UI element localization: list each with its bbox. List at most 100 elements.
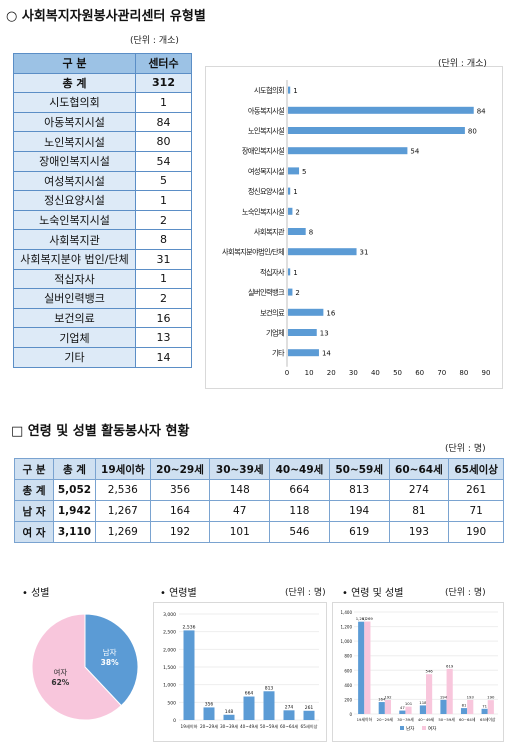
type-table-row: 시도협의회 1 [13, 92, 192, 113]
x-tick-label: 19세이하 [181, 723, 198, 730]
row-label: 남 자 [14, 500, 54, 522]
bar [288, 248, 357, 256]
age-table-header-cell: 30~39세 [209, 458, 271, 480]
y-tick-label: 1,500 [163, 665, 176, 671]
x-tick-label: 30~39세 [397, 717, 414, 722]
legend-label: 남자 [406, 725, 415, 732]
category-label: 사회복지분야법인/단체 [222, 248, 284, 257]
category-label: 정신요양시설 [248, 187, 284, 196]
age-table-cell: 356 [149, 479, 211, 501]
data-label: 118 [419, 700, 427, 705]
data-label: 1 [293, 87, 297, 95]
y-tick-label: 600 [344, 668, 352, 673]
bar [288, 207, 293, 215]
age-table-header-cell: 19세이하 [94, 458, 151, 480]
data-label: 1 [293, 269, 297, 277]
category-label: 기업체 [266, 329, 284, 338]
legend-swatch [422, 726, 426, 730]
type-count: 13 [135, 327, 192, 348]
data-label: 664 [245, 691, 254, 697]
type-table-row: 노숙인복지시설 2 [13, 209, 192, 231]
agegender-title: • 연령 및 성별 [342, 588, 404, 599]
bar [288, 288, 293, 296]
type-name: 정신요양시설 [13, 190, 136, 211]
bar-female [487, 700, 494, 714]
data-label: 5 [302, 168, 306, 176]
data-label: 47 [400, 705, 405, 710]
bar [288, 106, 474, 114]
x-tick-label: 60 [415, 369, 424, 377]
bar-female [364, 621, 371, 714]
bar-male [378, 702, 385, 714]
total-label: 총 계 [13, 72, 136, 94]
age-table-cell: 101 [209, 521, 271, 543]
age-bar-chart: 0 500 1,000 1,500 2,000 2,500 3,000 2,536 19세이하 3… [163, 612, 319, 730]
age-table-cell: 194 [328, 500, 390, 522]
data-label: 1,269 [362, 616, 373, 621]
data-label: 164 [378, 697, 386, 702]
x-tick-label: 65세이상 [480, 717, 496, 722]
bar-female [384, 700, 392, 714]
bar [243, 696, 255, 720]
type-name: 실버인력뱅크 [13, 288, 136, 309]
header-count: 센터수 [135, 53, 192, 74]
header-category: 구 분 [13, 53, 136, 74]
data-label: 2 [295, 289, 299, 297]
x-tick-label: 70 [437, 369, 446, 377]
bar [288, 308, 324, 316]
pie-slice [31, 613, 122, 721]
age-table-cell: 1,267 [94, 500, 151, 522]
pie-value-label: 62% [51, 678, 69, 687]
type-count: 8 [135, 229, 192, 250]
data-label: 2 [295, 208, 299, 216]
age-table-cell: 192 [149, 521, 211, 543]
data-label: 193 [467, 694, 475, 699]
x-tick-label: 90 [482, 369, 491, 377]
age-table-cell: 664 [269, 479, 330, 501]
type-name: 기타 [13, 346, 136, 368]
category-label: 장애인복지시설 [242, 147, 284, 156]
x-tick-label: 10 [305, 369, 314, 377]
type-table-row: 사회복지관 8 [13, 229, 192, 250]
y-tick-label: 0 [173, 718, 176, 724]
x-tick-label: 60~64세 [459, 717, 476, 722]
bar [288, 187, 291, 195]
x-tick-label: 40 [371, 369, 380, 377]
bar-male [440, 699, 447, 714]
age-table-cell: 5,052 [53, 479, 96, 501]
data-label: 84 [477, 107, 486, 115]
bar-female [446, 668, 453, 714]
bar [288, 147, 408, 155]
age-table-cell: 2,536 [94, 479, 151, 501]
bar [288, 127, 465, 134]
age-table-cell: 261 [448, 479, 504, 501]
age-table-cell: 3,110 [53, 521, 96, 543]
age-table-cell: 546 [269, 521, 330, 543]
type-name: 보건의료 [13, 307, 136, 329]
type-name: 노인복지시설 [13, 131, 136, 152]
pie-label: 여자 [53, 667, 67, 677]
x-tick-label: 50 [393, 369, 402, 377]
bar-male [460, 708, 468, 714]
type-table-row: 사회복지분야 법인/단체 31 [13, 248, 192, 270]
pie-label: 남자 [103, 648, 117, 657]
section2-title: □ 연령 및 성별 활동봉사자 현황 [11, 424, 190, 439]
type-table-row: 실버인력뱅크 2 [13, 288, 192, 309]
data-label: 71 [482, 703, 487, 708]
data-label: 190 [487, 695, 495, 700]
bar [263, 691, 275, 720]
x-tick-label: 50~59세 [438, 717, 455, 722]
type-count: 80 [135, 131, 192, 152]
y-tick-label: 2,500 [163, 630, 176, 636]
type-count: 1 [135, 268, 192, 290]
category-label: 노인복지시설 [248, 127, 284, 136]
type-count: 5 [135, 170, 192, 192]
section2-unit: (단위 : 명) [445, 444, 486, 454]
bar [303, 710, 315, 720]
data-label: 54 [410, 148, 419, 156]
category-label: 여성복지시설 [248, 167, 284, 176]
age-table-row: 남 자 1,942 1,267 164 47 118 194 81 71 [14, 500, 504, 522]
bar [203, 707, 215, 720]
age-table-header-cell: 50~59세 [328, 458, 390, 480]
